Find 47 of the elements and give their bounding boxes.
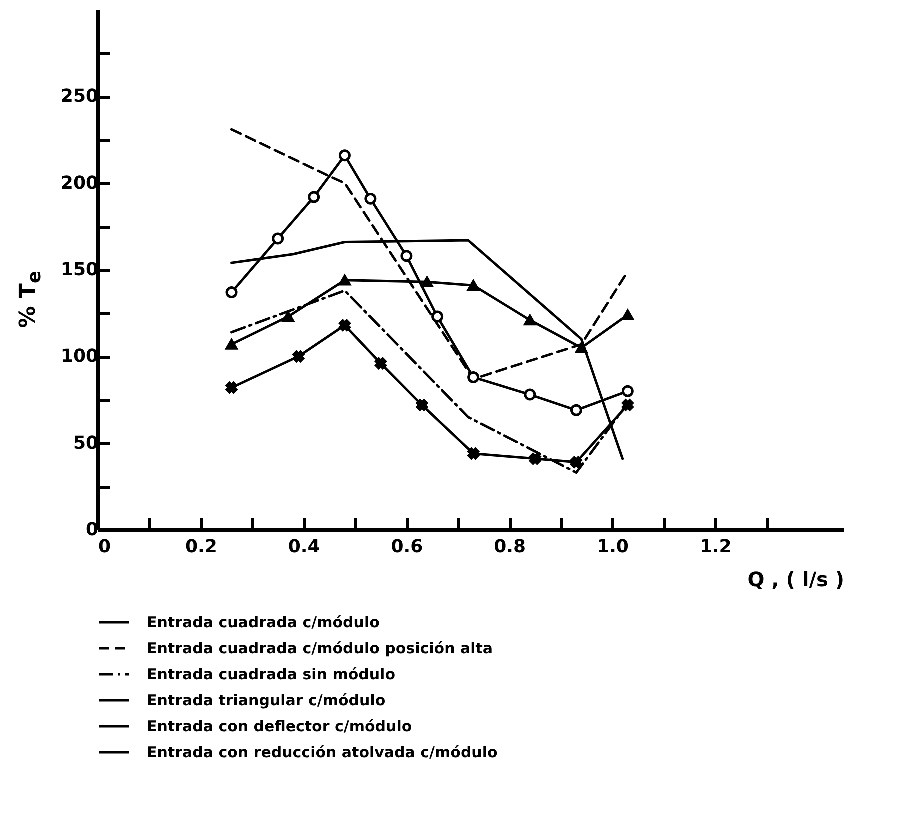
point (576, 342, 588, 354)
x-axis-title: Q , ( l/s ) (748, 568, 844, 592)
point (570, 456, 582, 468)
point (308, 191, 320, 204)
y-tick-label: 200 (60, 172, 98, 194)
point (282, 311, 294, 322)
y-tick-label: 150 (60, 260, 98, 280)
point (468, 280, 480, 291)
point (272, 232, 284, 245)
x-tick-label: 1.2 (700, 536, 732, 558)
point (468, 371, 480, 384)
point (622, 399, 634, 412)
point (421, 276, 434, 288)
x-tick-label: 0.4 (288, 536, 320, 558)
point (570, 404, 582, 416)
point (524, 314, 536, 326)
point (226, 382, 238, 394)
x-tick-label: 0.2 (185, 536, 218, 558)
legend-label: Entrada cuadrada sin módulo (147, 666, 396, 684)
point (226, 339, 238, 350)
x-tick-label: 0 (98, 536, 112, 558)
y-tick-label: 50 (73, 432, 98, 454)
point (432, 310, 444, 323)
x-tick-label: 1.0 (597, 536, 629, 558)
point (468, 448, 480, 460)
point (524, 388, 536, 401)
point (364, 192, 377, 205)
point (292, 350, 305, 363)
legend-label: Entrada con deflector c/módulo (147, 718, 412, 736)
point (338, 150, 351, 162)
legend-label: Entrada cuadrada c/módulo posición alta (147, 640, 494, 658)
point (622, 310, 634, 320)
y-tick-label: 250 (60, 86, 98, 108)
y-tick-label: 100 (60, 346, 98, 368)
x-tick-label: 0.6 (391, 536, 424, 558)
point (375, 358, 387, 370)
point (338, 275, 351, 286)
point (226, 286, 238, 299)
point (622, 385, 634, 398)
point (529, 452, 542, 465)
legend-label: Entrada cuadrada c/módulo (147, 614, 380, 632)
point (400, 250, 413, 262)
legend-label: Entrada triangular c/módulo (147, 692, 386, 710)
legend-label: Entrada con reducción atolvada c/módulo (147, 744, 498, 762)
x-tick-label: 0.8 (494, 536, 526, 558)
point (416, 399, 428, 412)
point (339, 320, 351, 332)
